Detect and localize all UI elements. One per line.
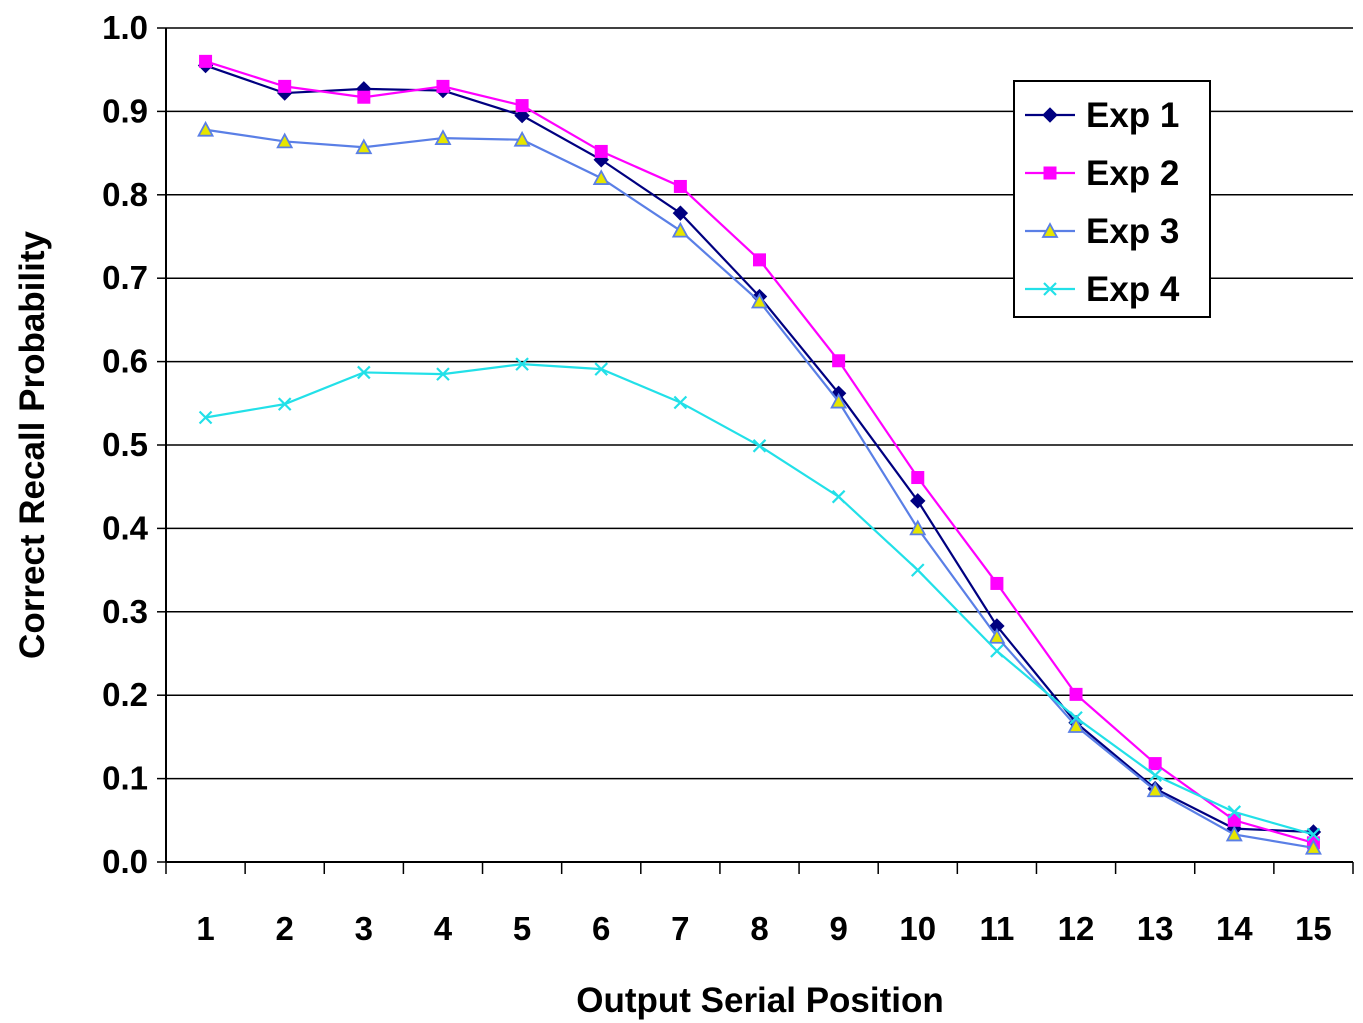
data-point bbox=[436, 79, 450, 93]
y-tick-label: 0.9 bbox=[102, 92, 148, 129]
x-tick-label: 12 bbox=[1058, 910, 1095, 947]
data-point bbox=[199, 54, 213, 68]
x-tick-label: 10 bbox=[899, 910, 936, 947]
data-point bbox=[909, 519, 927, 536]
data-point bbox=[515, 357, 529, 371]
data-point bbox=[911, 471, 925, 485]
data-point bbox=[672, 205, 689, 221]
data-point bbox=[673, 395, 688, 410]
y-tick-label: 0.6 bbox=[102, 343, 148, 380]
data-point bbox=[832, 354, 846, 368]
series bbox=[198, 357, 1321, 842]
data-point bbox=[1043, 166, 1057, 180]
data-point bbox=[753, 253, 766, 267]
data-point bbox=[1148, 768, 1162, 783]
data-point bbox=[1148, 757, 1162, 771]
y-tick-label: 0.5 bbox=[102, 426, 148, 463]
y-tick-label: 0.3 bbox=[102, 593, 148, 630]
x-tick-label: 6 bbox=[592, 910, 610, 947]
legend-label: Exp 1 bbox=[1086, 96, 1179, 135]
legend-label: Exp 2 bbox=[1086, 154, 1179, 193]
x-axis-title: Output Serial Position bbox=[576, 981, 944, 1020]
data-point bbox=[1306, 827, 1321, 842]
data-point bbox=[671, 221, 689, 238]
data-point bbox=[357, 90, 371, 104]
tick-labels: 0.00.10.20.30.40.50.60.70.80.91.01 2 3 4 5 6 7… bbox=[102, 9, 1332, 947]
data-point bbox=[1304, 838, 1322, 855]
data-point bbox=[1146, 781, 1164, 798]
data-point bbox=[990, 644, 1004, 658]
data-point bbox=[1227, 805, 1242, 819]
series bbox=[197, 120, 1322, 855]
x-tick-label: 15 bbox=[1295, 910, 1332, 947]
data-point bbox=[197, 120, 215, 137]
data-point bbox=[277, 397, 292, 411]
data-point bbox=[276, 132, 294, 149]
data-point bbox=[592, 169, 610, 185]
x-tick-label: 13 bbox=[1137, 910, 1174, 947]
data-point bbox=[910, 493, 926, 509]
data-point bbox=[1042, 107, 1058, 123]
y-tick-label: 0.0 bbox=[102, 843, 148, 880]
y-tick-label: 0.8 bbox=[102, 176, 148, 213]
data-point bbox=[514, 107, 530, 124]
x-tick-label: 3 bbox=[355, 910, 373, 947]
data-point bbox=[436, 367, 450, 381]
x-tick-label: 11 bbox=[979, 910, 1014, 947]
data-point bbox=[752, 439, 767, 453]
x-tick-label: 1 bbox=[196, 910, 214, 947]
series-line bbox=[205, 362, 1314, 836]
series bbox=[199, 54, 1320, 850]
data-point bbox=[1069, 710, 1083, 725]
axes bbox=[157, 27, 1354, 874]
legend-label: Exp 4 bbox=[1086, 270, 1180, 309]
data-point bbox=[355, 138, 373, 155]
data-point bbox=[594, 144, 608, 158]
data-point bbox=[1225, 825, 1243, 842]
y-tick-label: 0.7 bbox=[102, 259, 148, 296]
y-tick-label: 0.2 bbox=[102, 676, 148, 713]
x-tick-label: 14 bbox=[1216, 910, 1253, 947]
x-tick-label: 9 bbox=[829, 910, 847, 947]
data-point bbox=[1227, 813, 1241, 827]
y-tick-label: 1.0 bbox=[102, 9, 148, 46]
series-group bbox=[197, 54, 1322, 855]
x-tick-label: 2 bbox=[276, 910, 294, 947]
x-tick-label: 7 bbox=[671, 910, 689, 947]
data-point bbox=[1067, 717, 1085, 733]
data-point bbox=[988, 627, 1006, 644]
legend-label: Exp 3 bbox=[1086, 212, 1179, 251]
y-tick-label: 0.4 bbox=[102, 509, 149, 546]
data-point bbox=[278, 79, 292, 93]
data-point bbox=[990, 576, 1004, 590]
data-point bbox=[1069, 687, 1083, 701]
data-point bbox=[750, 292, 769, 309]
data-point bbox=[830, 392, 848, 409]
data-point bbox=[513, 130, 531, 147]
data-point bbox=[910, 563, 925, 577]
data-point bbox=[1043, 282, 1057, 296]
y-tick-label: 0.1 bbox=[102, 760, 148, 797]
data-point bbox=[515, 99, 529, 113]
data-point bbox=[357, 365, 371, 380]
data-point bbox=[831, 489, 846, 504]
x-tick-label: 8 bbox=[750, 910, 768, 947]
y-axis-title: Correct Recall Probability bbox=[13, 231, 52, 659]
data-point bbox=[594, 362, 609, 376]
data-point bbox=[198, 410, 213, 425]
legend: Exp 1 Exp 2 Exp 3 Exp 4 bbox=[1013, 80, 1211, 318]
data-point bbox=[1041, 222, 1059, 238]
data-point bbox=[434, 129, 452, 145]
x-tick-label: 4 bbox=[434, 910, 453, 947]
x-tick-label: 5 bbox=[513, 910, 531, 947]
data-point bbox=[673, 179, 687, 193]
